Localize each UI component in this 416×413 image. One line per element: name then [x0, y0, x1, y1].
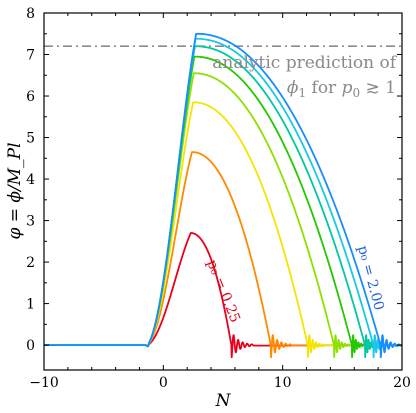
- series-group: [44, 32, 402, 359]
- y-tick-label: 7: [26, 48, 35, 64]
- y-axis-label: φ = ϕ/M_Pl: [5, 142, 25, 239]
- x-axis-label: N: [215, 391, 232, 411]
- series-line-p0-1_25: [44, 55, 402, 359]
- y-tick-label: 1: [26, 297, 35, 313]
- y-tick-label: 3: [26, 214, 35, 230]
- series-line-p0-1: [44, 72, 402, 359]
- series-label-low: p₀ = 0.25: [203, 258, 243, 326]
- y-tick-label: 6: [26, 89, 35, 105]
- series-line-p0-0_75: [44, 101, 402, 359]
- y-tick-label: 0: [26, 338, 35, 354]
- annotation-phi: ϕ: [287, 78, 299, 98]
- plot-frame: [43, 12, 403, 371]
- series-line-p0-2: [44, 32, 402, 359]
- x-tick-label: 10: [274, 375, 292, 391]
- y-tick-label: 8: [26, 6, 35, 22]
- series-label-high: p₀ = 2.00: [354, 244, 387, 312]
- y-tick-label: 2: [26, 255, 35, 271]
- annotation-line2: ϕ1 for p0 ≳ 1: [287, 78, 396, 100]
- y-tick-label: 5: [26, 131, 35, 147]
- x-tick-label: 0: [159, 375, 168, 391]
- x-tick-label: 20: [393, 375, 411, 391]
- annotation-p: p: [342, 78, 353, 98]
- annotation-line1: analytic prediction of: [212, 53, 397, 73]
- annotation-sub1: 1: [298, 86, 306, 100]
- x-tick-label: −10: [29, 375, 59, 391]
- series-line-p0-0_5: [44, 151, 402, 359]
- series-line-p0-0_25: [44, 232, 402, 359]
- annotation-approx: ≳ 1: [360, 78, 396, 98]
- y-tick-label: 4: [26, 172, 35, 188]
- annotation-for: for: [306, 78, 341, 98]
- annotation-sub2: 0: [352, 86, 360, 100]
